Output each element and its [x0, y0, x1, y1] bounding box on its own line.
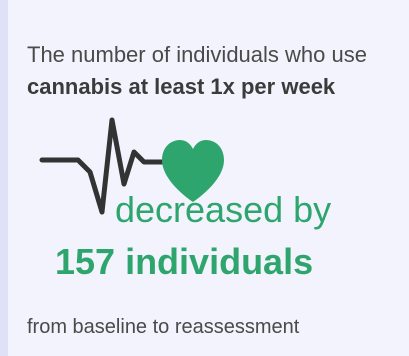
intro-text-bold: cannabis at least 1x per week [27, 74, 336, 99]
heart-icon [162, 140, 224, 202]
heartbeat-graphic [39, 117, 224, 215]
card-accent-border [0, 0, 8, 356]
intro-text-plain: The number of individuals who use [27, 42, 367, 67]
intro-text: The number of individuals who use cannab… [27, 39, 397, 103]
heartbeat-line-icon [39, 117, 167, 215]
footer-text: from baseline to reassessment [27, 316, 300, 338]
stat-value: 157 individuals [55, 241, 314, 282]
change-label: decreased by [115, 189, 332, 230]
